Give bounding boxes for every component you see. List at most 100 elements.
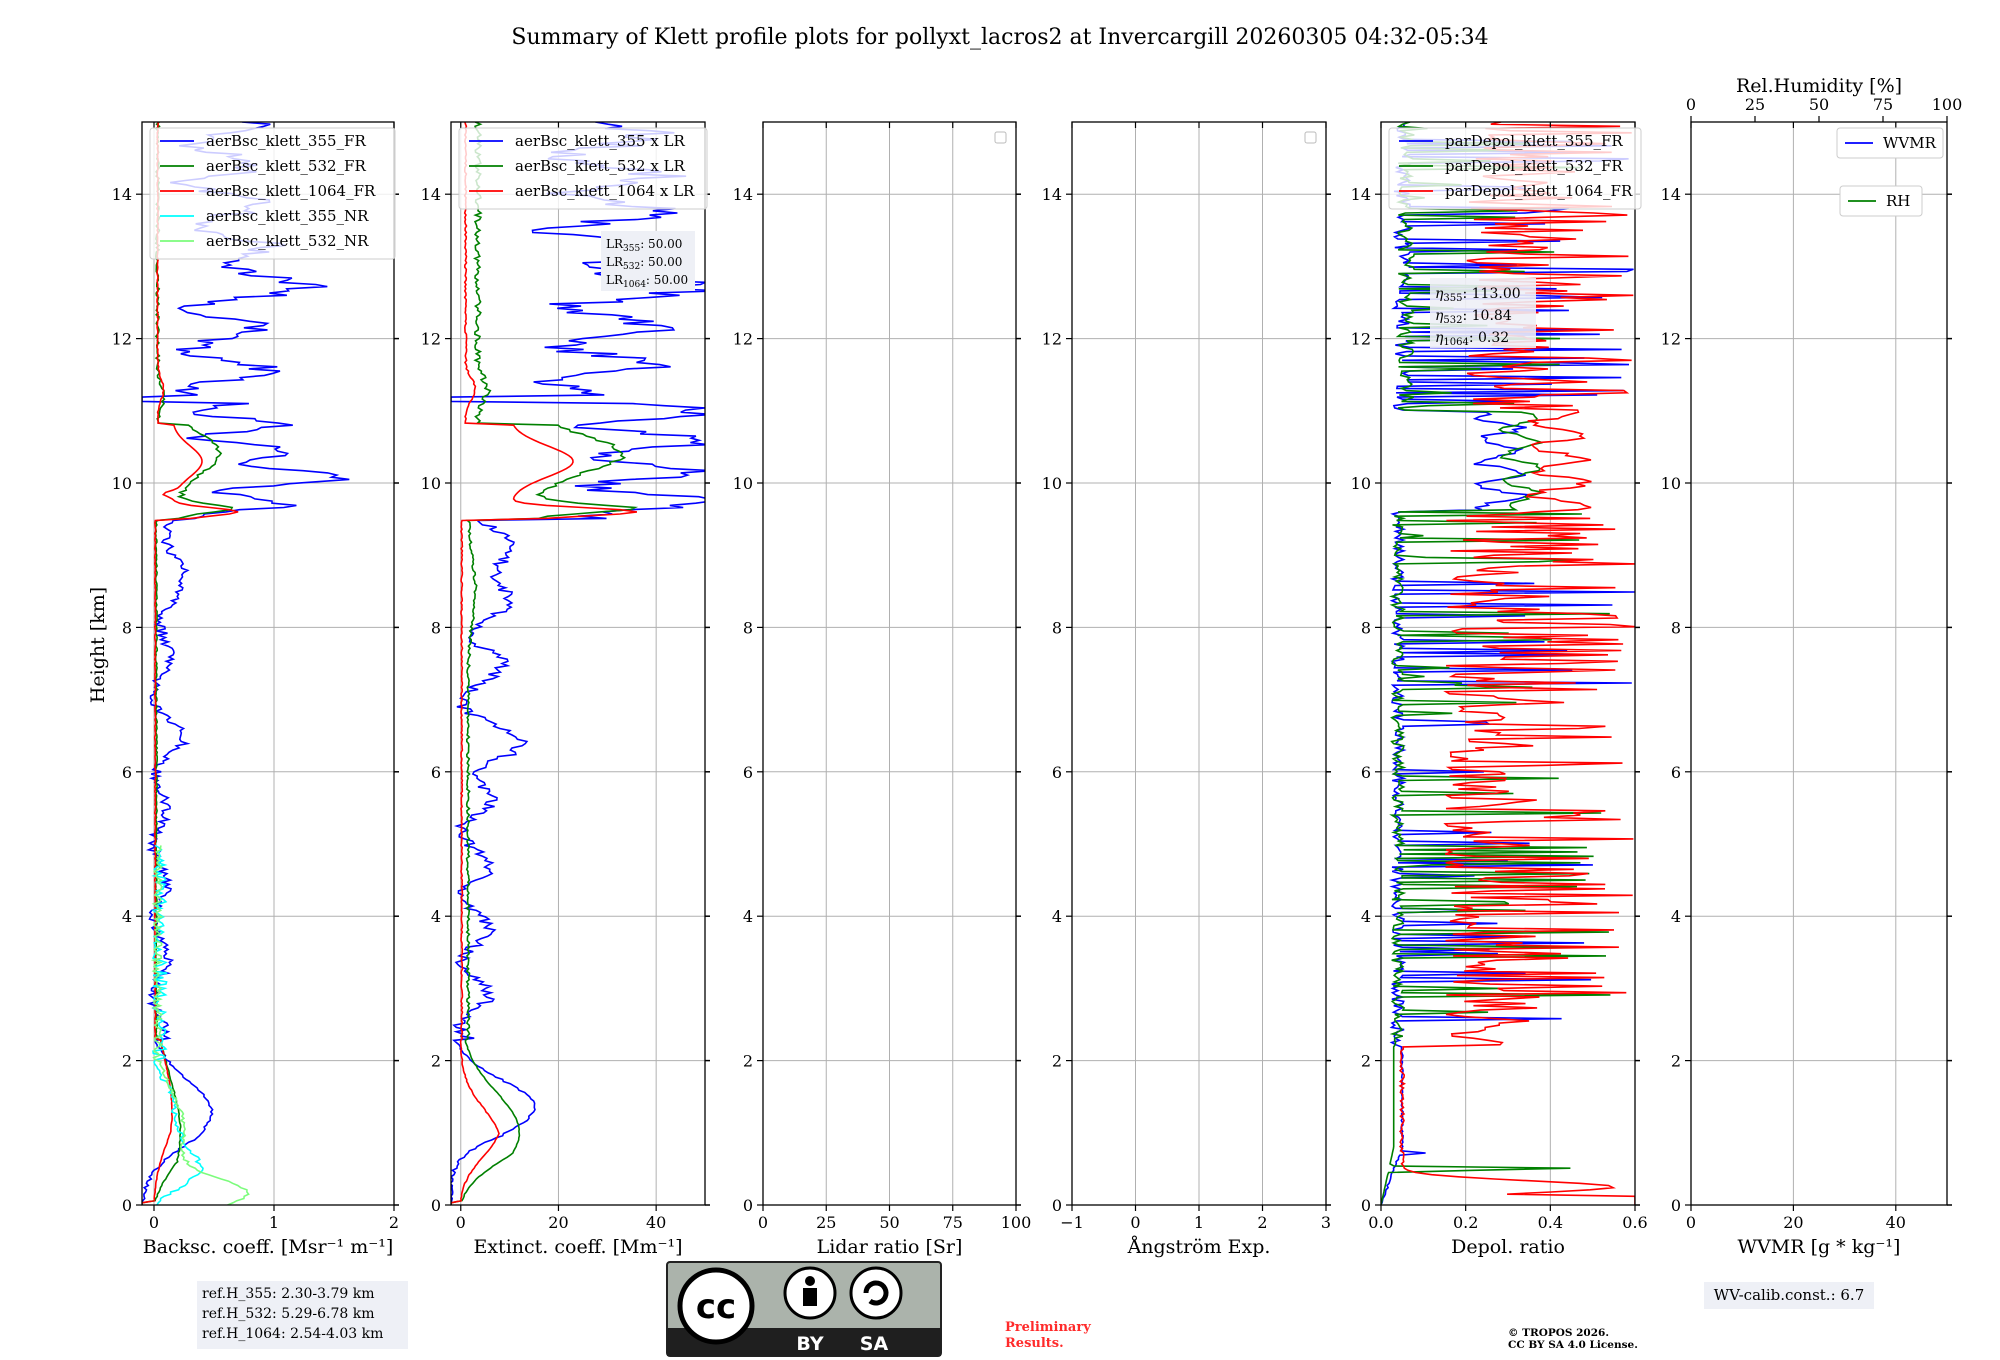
legend-box [1388,127,1642,210]
x-tick-label: 2 [389,1213,399,1232]
y-tick-label: 0 [122,1196,132,1215]
ref-height-532: ref.H_532: 5.29-6.78 km [202,1306,375,1322]
results-text: Results. [1005,1336,1064,1351]
ref-height-355: ref.H_355: 2.30-3.79 km [202,1286,375,1302]
cc-text: cc [696,1287,736,1327]
panel-ext: 0 20 40 0 2 4 6 8 10 12 14 Extinct. coeff. [Mm⁻¹] ae… [421,121,710,1258]
x-tick-label: 0.2 [1453,1213,1478,1232]
x-tick-label: 0 [456,1213,466,1232]
wv-calib-text: WV-calib.const.: 6.7 [1714,1286,1865,1304]
empty-legend [1304,131,1317,144]
x-tick-label: 20 [1783,1213,1803,1232]
legend-entry: parDepol_klett_532_FR [1445,157,1623,175]
y-tick-label: 0 [1361,1196,1371,1215]
x-tick-label: 1 [1194,1213,1204,1232]
y-tick-label: 2 [1671,1052,1681,1071]
x-tick-label: 75 [943,1213,963,1232]
legend-entry: aerBsc_klett_1064_FR [206,182,376,200]
y-tick-label: 4 [743,907,753,926]
y-tick-label: 2 [743,1052,753,1071]
x-axis-label: Extinct. coeff. [Mm⁻¹] [473,1236,682,1258]
y-tick-label: 8 [122,618,132,637]
legend-entry: parDepol_klett_1064_FR [1445,182,1633,200]
x-tick-label: 50 [879,1213,899,1232]
wv-calib-note: WV-calib.const.: 6.7 [1704,1282,1874,1309]
y-tick-label: 10 [1042,474,1062,493]
rh-tick-label: 50 [1809,95,1829,114]
x-tick-label: 40 [1886,1213,1906,1232]
eta-box [1430,278,1536,348]
rh-tick-label: 75 [1873,95,1893,114]
eta-value: η1064: 0.32 [1435,330,1509,348]
x-tick-label: 20 [548,1213,568,1232]
badge-sa-text: SA [860,1333,889,1355]
preliminary-text: Preliminary [1005,1320,1091,1335]
y-tick-label: 12 [1351,330,1371,349]
empty-legend [994,131,1007,144]
badge-by-text: BY [796,1333,823,1355]
y-tick-label: 8 [1671,618,1681,637]
legend-box [1836,127,1944,159]
x-tick-label: 0.6 [1622,1213,1647,1232]
x-tick-label: 0 [149,1213,159,1232]
cc-icon [677,1267,755,1345]
legend-entry: aerBsc_klett_355_FR [206,132,366,150]
x-tick-label: 0.4 [1538,1213,1563,1232]
y-tick-label: 10 [1661,474,1681,493]
y-tick-label: 14 [1042,185,1062,204]
x-axis-label: Ångström Exp. [1127,1236,1271,1258]
panel-lr: 0 25 50 75 100 0 2 4 6 8 10 12 14 Lidar ratio [Sr] [733,121,1031,1258]
y-tick-label: 12 [733,330,753,349]
x-tick-label: 2 [1257,1213,1267,1232]
legend-box [1839,185,1923,217]
y-tick-label: 8 [1361,618,1371,637]
y-tick-label: 14 [1351,185,1371,204]
legend-entry: aerBsc_klett_1064 x LR [515,182,695,200]
license-text: CC BY SA 4.0 License. [1508,1339,1638,1351]
y-tick-label: 0 [1052,1196,1062,1215]
y-tick-label: 8 [431,618,441,637]
eta-value: η532: 10.84 [1435,308,1512,326]
legend-entry: parDepol_klett_355_FR [1445,132,1623,150]
x-tick-label: 25 [816,1213,836,1232]
legend-entry: WVMR [1883,134,1937,152]
legend-box [458,127,708,210]
panel-dep: 0.0 0.2 0.4 0.6 0 2 4 6 8 10 12 14 Depol. ratio parDe… [1351,121,1648,1258]
x-tick-label: 0 [1130,1213,1140,1232]
legend-entry: aerBsc_klett_532_NR [206,232,369,250]
rh-tick-label: 25 [1745,95,1765,114]
lr-value: LR1064: 50.00 [606,273,688,290]
legend-entry: aerBsc_klett_355_NR [206,207,369,225]
y-tick-label: 4 [431,907,441,926]
y-tick-label: 12 [112,330,132,349]
y-tick-label: 6 [1361,763,1371,782]
y-tick-label: 14 [112,185,132,204]
series-line-aerBsc_klett_1064 x LR [451,122,638,1205]
figure-title: Summary of Klett profile plots for polly… [511,25,1488,50]
y-tick-label: 6 [743,763,753,782]
series-line-aerBsc_klett_355_FR [142,122,350,1205]
y-tick-label: 2 [431,1052,441,1071]
legend-entry: RH [1886,192,1910,210]
y-tick-label: 12 [1661,330,1681,349]
plot-frame [141,121,395,1206]
x-axis-label: Depol. ratio [1451,1236,1565,1258]
x-tick-label: 1 [269,1213,279,1232]
x-tick-label: 0 [1686,1213,1696,1232]
series-line-aerBsc_klett_532 x LR [451,122,639,1205]
y-axis-label: Height [km] [87,587,109,703]
plot-frame [1690,121,1948,1206]
y-tick-label: 10 [733,474,753,493]
x-axis-label: WVMR [g * kg⁻¹] [1738,1236,1901,1258]
x-tick-label: −1 [1060,1213,1084,1232]
copyright-text: © TROPOS 2026. [1508,1327,1609,1339]
legend-entry: aerBsc_klett_532_FR [206,157,366,175]
series-line-aerBsc_klett_532_NR [150,845,250,1205]
series-line-aerBsc_klett_355 x LR [451,122,705,1205]
x-axis-label: Backsc. coeff. [Msr⁻¹ m⁻¹] [143,1236,394,1258]
x-tick-label: 0.0 [1368,1213,1393,1232]
y-tick-label: 12 [1042,330,1062,349]
y-tick-label: 2 [122,1052,132,1071]
plot-frame [1380,121,1636,1206]
